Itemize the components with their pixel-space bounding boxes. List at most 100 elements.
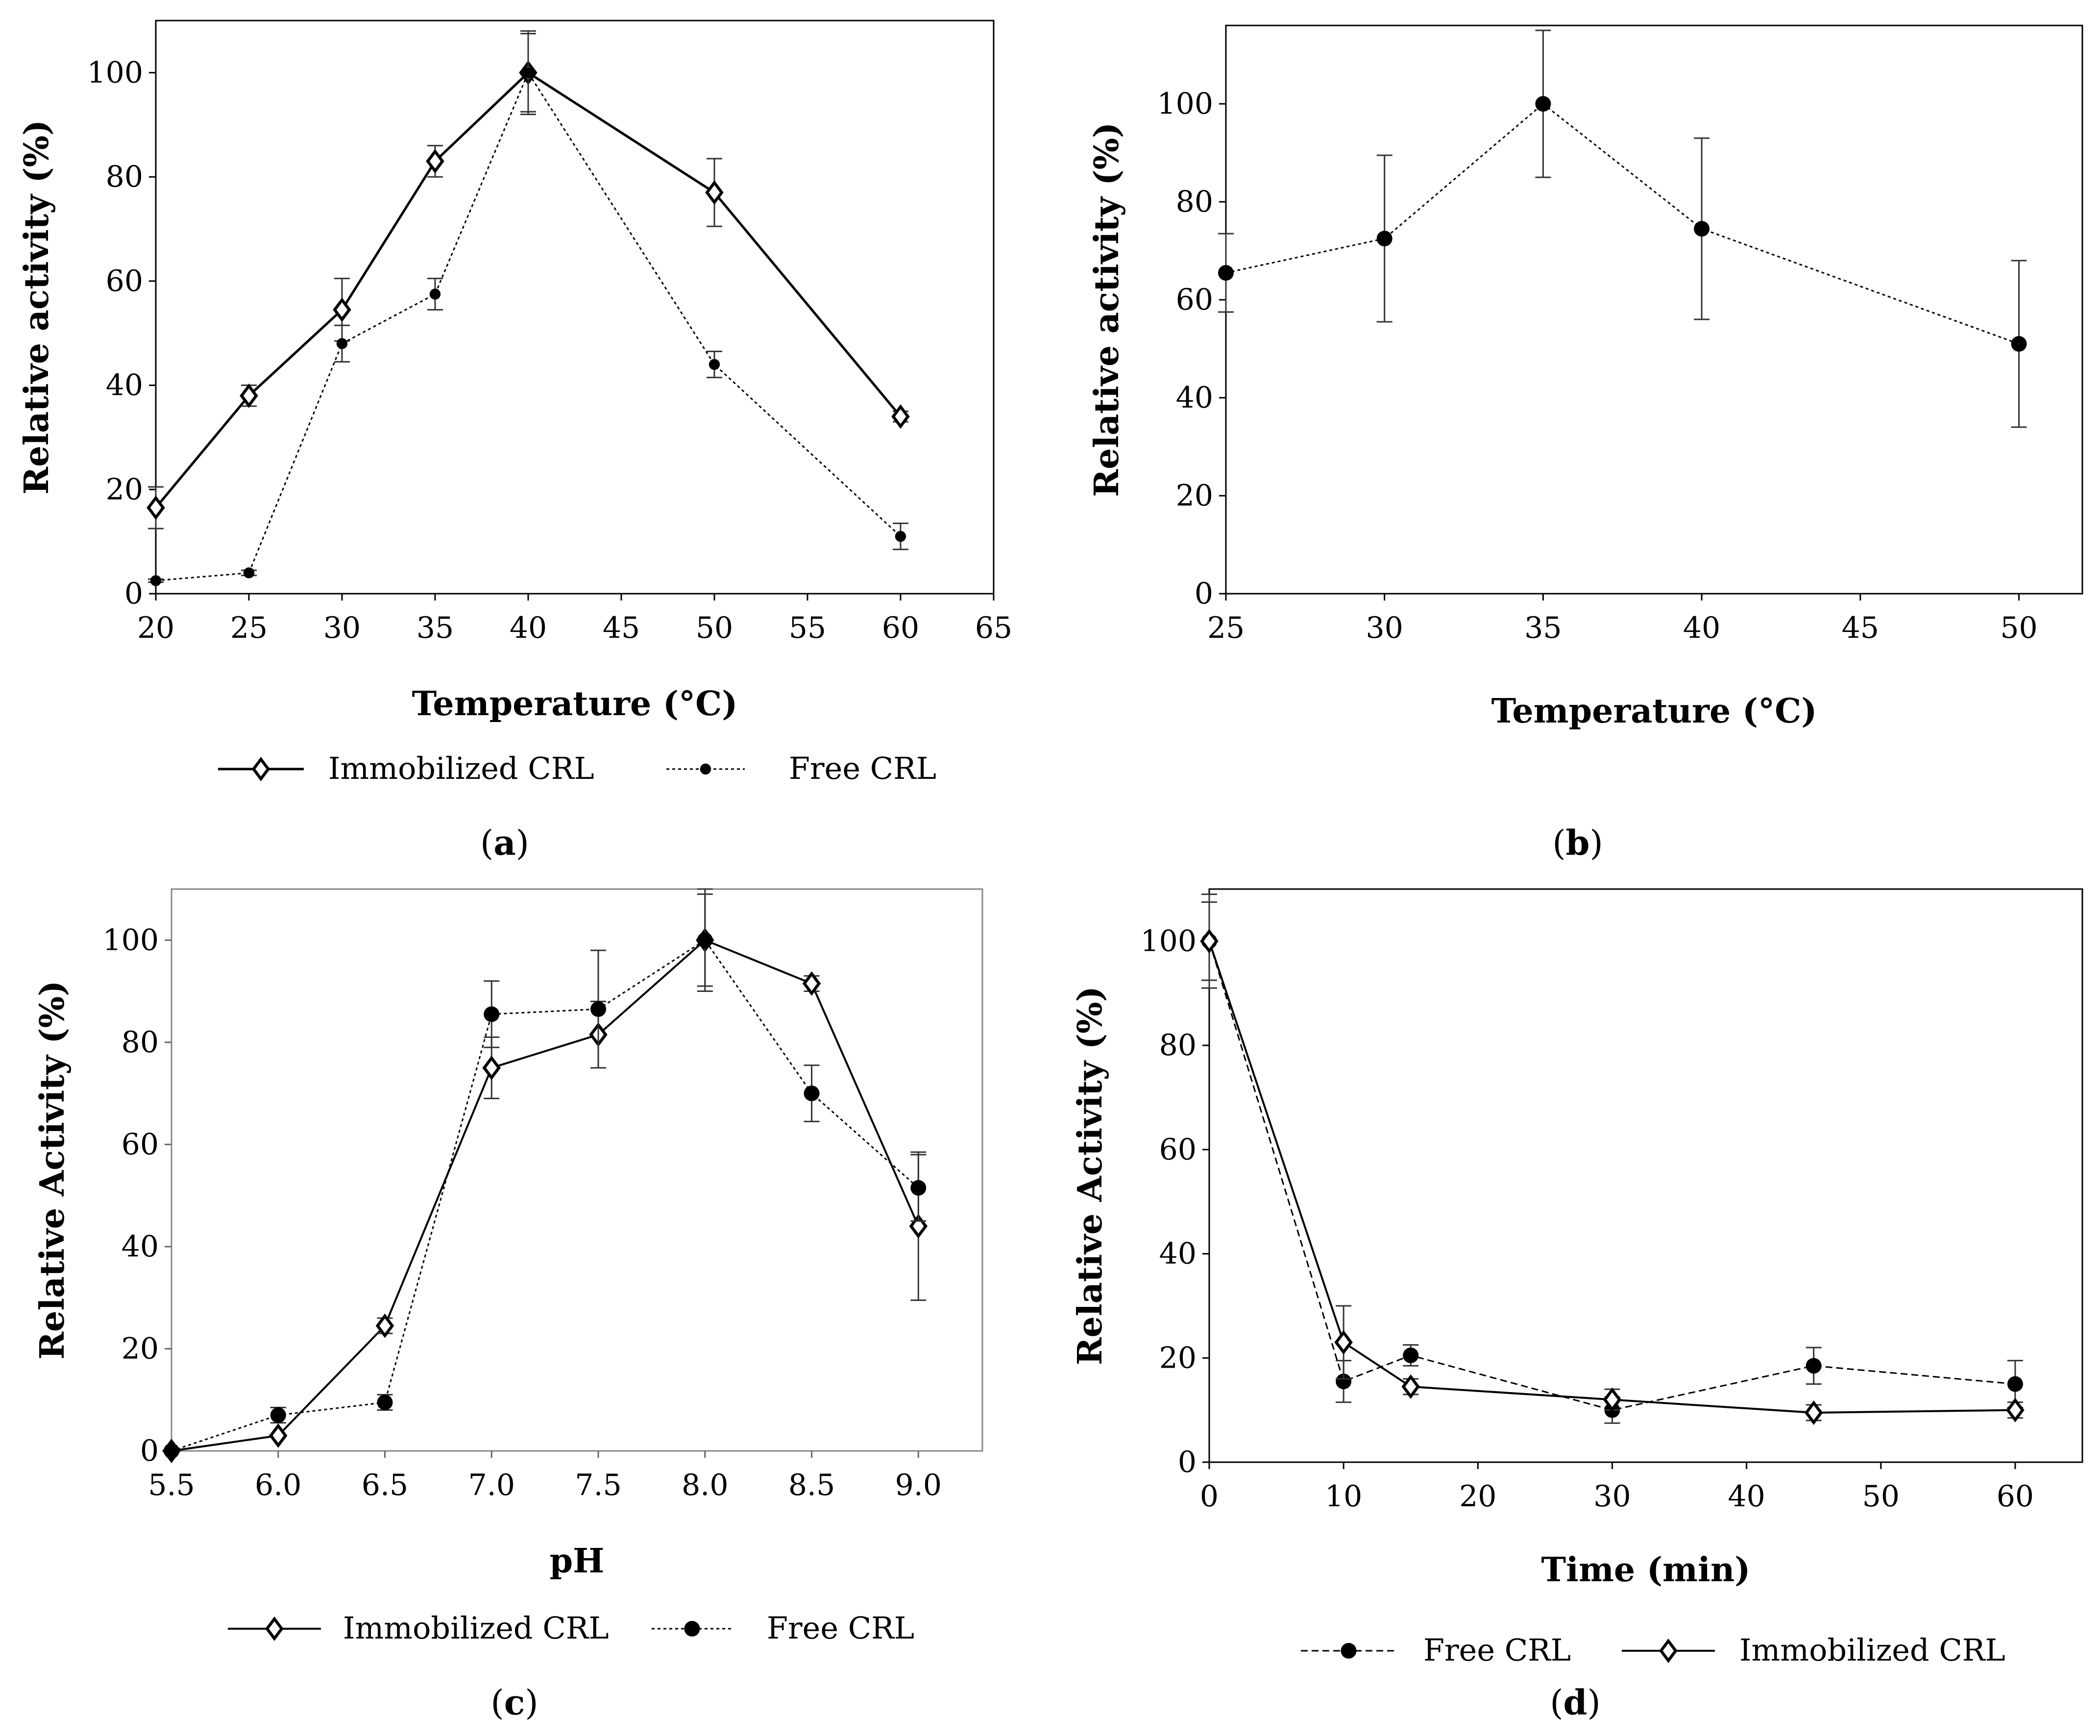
y-tick-label: 80 bbox=[1176, 185, 1213, 219]
y-tick-label: 0 bbox=[140, 1434, 159, 1468]
data-point bbox=[804, 1085, 820, 1102]
legend-marker bbox=[684, 1621, 700, 1637]
y-axis-title: Relative Activity (%) bbox=[1071, 986, 1110, 1365]
series-line bbox=[1208, 940, 2016, 1411]
x-tick-label: 6.5 bbox=[362, 1468, 408, 1502]
x-tick-label: 35 bbox=[1524, 611, 1562, 645]
legend-marker bbox=[1659, 1639, 1678, 1663]
data-point bbox=[705, 180, 724, 205]
series-free-crl bbox=[164, 888, 927, 1459]
y-tick-label: 40 bbox=[1176, 381, 1213, 415]
y-tick-label: 0 bbox=[1178, 1445, 1197, 1479]
y-tick-label: 100 bbox=[87, 55, 143, 90]
y-tick-label: 20 bbox=[1159, 1341, 1197, 1375]
x-axis-title: Time (min) bbox=[1541, 1550, 1751, 1590]
x-tick-label: 50 bbox=[2000, 611, 2037, 645]
x-tick-label: 45 bbox=[603, 611, 640, 645]
data-point bbox=[1694, 221, 1710, 237]
data-point bbox=[2006, 1398, 2025, 1423]
data-point bbox=[1603, 1387, 1622, 1412]
data-point bbox=[429, 289, 441, 300]
series-line bbox=[1225, 103, 2020, 345]
x-axis-title: pH bbox=[550, 1542, 605, 1581]
data-point bbox=[590, 1001, 607, 1017]
y-tick-label: 80 bbox=[122, 1025, 159, 1060]
y-tick-label: 20 bbox=[122, 1331, 159, 1366]
legend-label: Immobilized CRL bbox=[1739, 1632, 2005, 1668]
data-point bbox=[375, 1313, 394, 1338]
y-tick-label: 0 bbox=[124, 577, 143, 611]
data-point bbox=[270, 1407, 286, 1423]
data-point bbox=[802, 971, 821, 996]
data-point bbox=[147, 495, 165, 520]
x-axis-title: Temperature (°C) bbox=[1491, 692, 1817, 731]
data-point bbox=[891, 404, 910, 429]
panel-caption: (d) bbox=[1550, 1682, 1601, 1723]
x-tick-label: 9.0 bbox=[895, 1468, 942, 1502]
x-tick-label: 40 bbox=[1683, 611, 1720, 645]
x-tick-label: 8.5 bbox=[788, 1468, 835, 1502]
y-axis-title: Relative activity (%) bbox=[1087, 122, 1126, 497]
data-point bbox=[2007, 1376, 2023, 1392]
panel-caption: (c) bbox=[490, 1682, 538, 1723]
data-point bbox=[895, 530, 906, 542]
y-axis-title: Relative Activity (%) bbox=[33, 981, 72, 1360]
data-point bbox=[1218, 265, 1234, 281]
legend-label: Free CRL bbox=[1423, 1632, 1571, 1668]
x-tick-label: 25 bbox=[1207, 611, 1245, 645]
legend-label: Free CRL bbox=[789, 750, 936, 786]
series-immobilized-crl bbox=[147, 30, 910, 530]
chart-panel-b: 0 20 40 60 80 100 25 30 35 40 45 50 Temperature (°C)… bbox=[1087, 24, 2083, 863]
x-axis-title: Temperature (°C) bbox=[412, 684, 738, 723]
y-tick-label: 40 bbox=[106, 368, 143, 403]
x-tick-label: 0 bbox=[1200, 1479, 1219, 1514]
chart-panel-d: 0 20 40 60 80 100 0 10 20 30 40 50 60 Time (min) Relat… bbox=[1071, 888, 2083, 1723]
legend-label: Free CRL bbox=[767, 1610, 914, 1646]
caption-letter: d bbox=[1563, 1682, 1587, 1723]
x-tick-label: 20 bbox=[1459, 1479, 1496, 1514]
series-immobilized-crl bbox=[1200, 901, 2025, 1425]
y-tick-label: 60 bbox=[1176, 283, 1213, 317]
series-free-crl bbox=[148, 33, 908, 586]
x-tick-label: 55 bbox=[789, 611, 826, 645]
y-tick-label: 100 bbox=[1140, 924, 1197, 958]
data-point bbox=[1403, 1347, 1419, 1363]
y-tick-label: 60 bbox=[1159, 1133, 1197, 1167]
y-tick-label: 60 bbox=[122, 1127, 159, 1161]
data-point bbox=[243, 567, 255, 579]
x-tick-label: 30 bbox=[1593, 1479, 1631, 1514]
legend-marker bbox=[265, 1616, 284, 1641]
data-point bbox=[482, 1055, 501, 1080]
plot-frame bbox=[155, 20, 995, 595]
y-tick-label: 0 bbox=[1195, 577, 1213, 611]
data-point bbox=[333, 297, 351, 322]
caption-letter: b bbox=[1566, 822, 1590, 863]
data-point bbox=[240, 383, 258, 408]
data-point bbox=[1804, 1400, 1823, 1425]
data-point bbox=[697, 932, 713, 948]
y-tick-label: 40 bbox=[122, 1230, 159, 1264]
data-point bbox=[1401, 1374, 1420, 1399]
data-point bbox=[1806, 1358, 1822, 1374]
data-point bbox=[377, 1394, 393, 1410]
caption-letter: c bbox=[504, 1682, 525, 1723]
legend: Free CRL Immobilized CRL bbox=[1301, 1632, 2005, 1668]
x-tick-label: 35 bbox=[416, 611, 454, 645]
legend-label: Immobilized CRL bbox=[343, 1610, 609, 1646]
data-point bbox=[910, 1180, 927, 1196]
legend: Immobilized CRL Free CRL bbox=[218, 750, 936, 786]
y-tick-label: 40 bbox=[1159, 1237, 1197, 1271]
y-tick-label: 60 bbox=[106, 264, 143, 298]
legend-marker bbox=[251, 757, 270, 781]
plot-frame bbox=[171, 888, 983, 1452]
y-tick-label: 80 bbox=[106, 160, 143, 194]
legend: Immobilized CRL Free CRL bbox=[228, 1610, 914, 1646]
y-tick-label: 20 bbox=[1176, 479, 1213, 513]
y-tick-label: 100 bbox=[1157, 87, 1213, 121]
y-axis-title: Relative activity (%) bbox=[17, 120, 56, 495]
legend-marker bbox=[700, 763, 711, 775]
data-point bbox=[150, 575, 162, 586]
x-tick-label: 50 bbox=[696, 611, 733, 645]
